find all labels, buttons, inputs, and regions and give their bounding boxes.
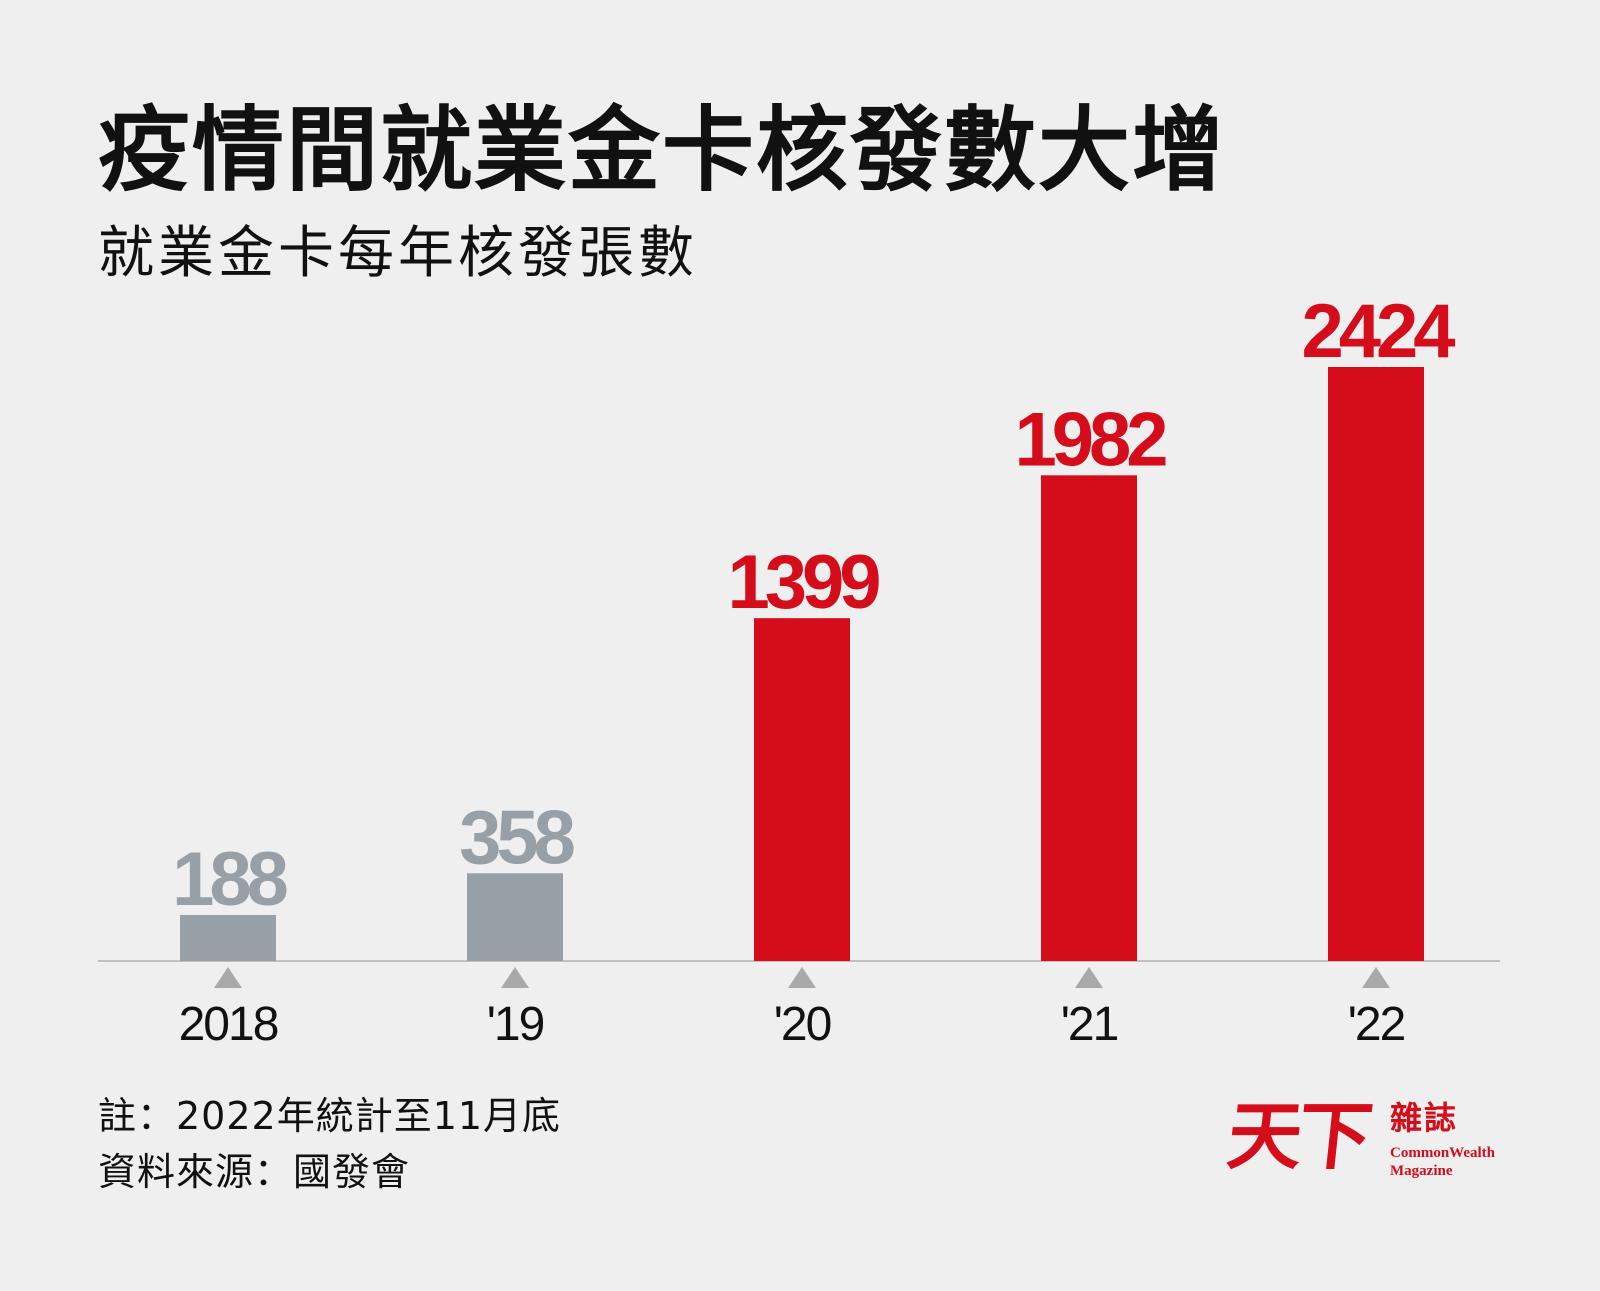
tick-marker-1: [501, 967, 529, 988]
commonwealth-logo: 天下 雜誌 CommonWealth Magazine: [1223, 1094, 1508, 1200]
tick-marker-0: [214, 967, 242, 988]
tick-marker-2: [788, 967, 816, 988]
footnote-source: 資料來源：國發會: [98, 1150, 411, 1194]
bar-3: [1041, 475, 1137, 961]
bar-4: [1328, 367, 1424, 961]
x-tick-label-1: '19: [487, 998, 544, 1051]
logo-name: 雜誌: [1390, 1099, 1459, 1137]
tick-marker-4: [1362, 967, 1390, 988]
x-tick-label-0: 2018: [179, 998, 278, 1051]
logo-english-line2: Magazine: [1390, 1163, 1453, 1179]
bar-chart: 188 358 1399 1982 2424 2018 '19 '20 '21 '22: [98, 289, 1500, 1051]
bar-1: [467, 873, 563, 961]
bar-2: [754, 618, 850, 961]
bars-group: [180, 367, 1424, 961]
value-label-0: 188: [172, 837, 287, 922]
tick-marker-3: [1075, 967, 1103, 988]
value-label-1: 358: [459, 795, 574, 880]
x-ticks-group: 2018 '19 '20 '21 '22: [179, 967, 1407, 1051]
value-label-4: 2424: [1301, 289, 1455, 374]
footnotes: 註：2022年統計至11月底 資料來源：國發會: [98, 1088, 561, 1200]
chart-subtitle: 就業金卡每年核發張數: [98, 221, 698, 286]
value-label-3: 1982: [1014, 397, 1166, 482]
value-label-2: 1399: [727, 540, 879, 625]
x-tick-label-2: '20: [774, 998, 831, 1051]
logo-english-line1: CommonWealth: [1390, 1145, 1495, 1161]
logo-mark: 天下: [1223, 1094, 1373, 1180]
footnote-note: 註：2022年統計至11月底: [98, 1094, 562, 1138]
x-tick-label-3: '21: [1061, 998, 1118, 1051]
bar-0: [180, 914, 276, 961]
value-labels-group: 188 358 1399 1982 2424: [172, 289, 1460, 922]
logo-english: CommonWealth Magazine: [1390, 1144, 1495, 1180]
x-tick-label-4: '22: [1348, 998, 1405, 1051]
chart-title: 疫情間就業金卡核發數大增: [98, 97, 1227, 204]
